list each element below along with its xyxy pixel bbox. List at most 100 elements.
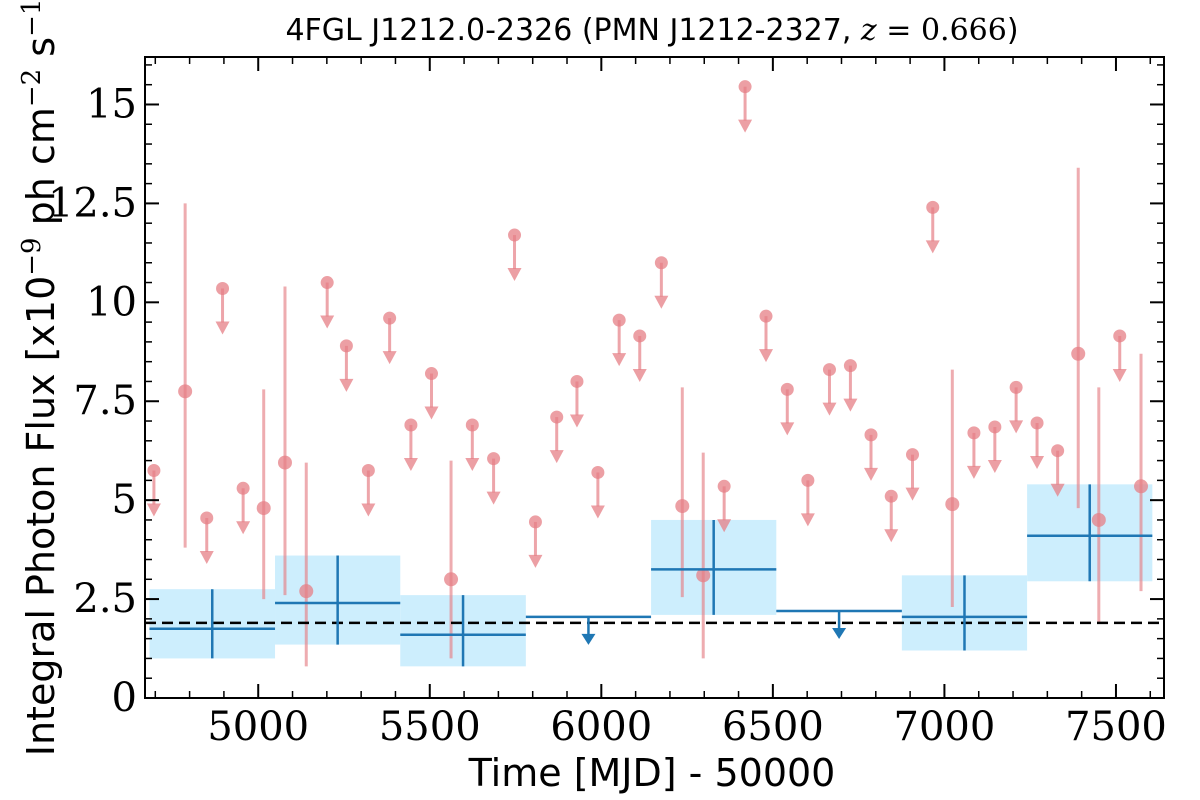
monthly-upper-limit-point [884, 489, 898, 503]
monthly-upper-limit-arrowhead [569, 414, 584, 428]
monthly-upper-limit-point [508, 228, 522, 242]
monthly-upper-limit-point [147, 463, 161, 477]
monthly-upper-limit-arrowhead [987, 459, 1002, 473]
monthly-flux-point [444, 572, 459, 587]
monthly-upper-limit-point [320, 276, 334, 290]
monthly-upper-limit-arrowhead [236, 521, 251, 535]
monthly-upper-limit-arrowhead [780, 422, 795, 436]
monthly-upper-limit-arrowhead [905, 487, 920, 501]
chart-title-math-var: z [860, 13, 877, 48]
monthly-upper-limit-arrowhead [486, 491, 501, 505]
monthly-upper-limit-arrowhead [966, 465, 981, 479]
monthly-upper-limit-point [654, 256, 668, 270]
monthly-upper-limit-point [967, 426, 981, 440]
monthly-upper-limit-arrowhead [863, 467, 878, 481]
monthly-flux-point [277, 455, 292, 470]
monthly-flux-point [945, 497, 960, 512]
yearly-upper-limit-arrowhead [581, 633, 596, 645]
monthly-upper-limit-arrowhead [199, 550, 214, 564]
monthly-upper-limit-arrowhead [382, 351, 397, 365]
monthly-upper-limit-arrowhead [800, 513, 815, 527]
monthly-upper-limit-arrowhead [1030, 456, 1045, 470]
monthly-upper-limit-arrowhead [632, 368, 647, 382]
monthly-upper-limit-point [759, 309, 773, 323]
monthly-upper-limit-arrowhead [717, 519, 732, 533]
monthly-upper-limit-arrowhead [612, 353, 627, 367]
monthly-upper-limit-point [988, 420, 1002, 434]
monthly-upper-limit-point [738, 80, 752, 94]
monthly-flux-point [256, 501, 271, 516]
y-axis-title-middle: ph cm [19, 107, 63, 237]
monthly-upper-limit-arrowhead [465, 457, 480, 471]
monthly-upper-limit-point [404, 418, 418, 432]
x-axis-title: Time [MJD] - 50000 [468, 751, 836, 795]
monthly-upper-limit-arrowhead [339, 378, 354, 392]
monthly-upper-limit-point [383, 311, 397, 325]
monthly-flux-point [675, 499, 690, 514]
y-axis-title-middle2: s [19, 37, 63, 69]
monthly-upper-limit-point [424, 367, 438, 381]
monthly-upper-limit-point [801, 473, 815, 487]
monthly-upper-limit-arrowhead [215, 321, 230, 335]
x-tick-label: 6500 [722, 704, 824, 750]
monthly-upper-limit-arrowhead [424, 406, 439, 420]
chart-title-math-rest: = 0.666 [877, 13, 1007, 48]
y-tick-label: 12.5 [48, 180, 137, 226]
monthly-upper-limit-point [570, 374, 584, 388]
monthly-upper-limit-arrowhead [654, 295, 669, 309]
monthly-upper-limit-arrowhead [361, 503, 376, 517]
y-tick-label: 0 [112, 675, 137, 721]
chart-title-prefix: 4FGL J1212.0-2326 (PMN J1212-2327, [285, 13, 860, 48]
monthly-upper-limit-point [339, 339, 353, 353]
monthly-upper-limit-point [528, 515, 542, 529]
monthly-upper-limit-point [1030, 416, 1044, 430]
monthly-upper-limit-point [906, 448, 920, 462]
monthly-upper-limit-arrowhead [590, 505, 605, 519]
monthly-flux-point [299, 584, 314, 599]
y-axis-title-exp: −9 [17, 237, 47, 275]
y-axis-title-prefix: Integral Photon Flux [x10 [19, 276, 63, 757]
monthly-upper-limit-point [361, 463, 375, 477]
monthly-upper-limit-arrowhead [738, 119, 753, 133]
plot-content [145, 80, 1164, 667]
y-tick-label: 15 [86, 81, 137, 127]
monthly-upper-limit-point [200, 511, 214, 525]
monthly-upper-limit-point [822, 363, 836, 377]
monthly-upper-limit-point [1113, 329, 1127, 343]
monthly-upper-limit-arrowhead [925, 240, 940, 254]
monthly-upper-limit-point [843, 359, 857, 373]
monthly-flux-point [1134, 479, 1149, 494]
monthly-upper-limit-point [487, 452, 501, 466]
monthly-upper-limit-arrowhead [549, 450, 564, 464]
x-tick-label: 7500 [1065, 704, 1167, 750]
monthly-upper-limit-point [780, 382, 794, 396]
monthly-upper-limit-arrowhead [1112, 368, 1127, 382]
monthly-upper-limit-arrowhead [528, 554, 543, 568]
y-axis-title-exp3: −1 [17, 0, 47, 37]
monthly-upper-limit-point [1009, 380, 1023, 394]
monthly-upper-limit-point [864, 428, 878, 442]
chart-title-suffix: ) [1007, 13, 1019, 48]
monthly-upper-limit-point [612, 313, 626, 327]
monthly-upper-limit-arrowhead [146, 503, 161, 517]
monthly-upper-limit-arrowhead [884, 529, 899, 543]
monthly-flux-point [696, 568, 711, 583]
y-tick-label: 10 [86, 279, 137, 325]
plot-frame [144, 56, 1165, 699]
y-axis-title-exp2: −2 [17, 69, 47, 107]
monthly-flux-point [1071, 346, 1086, 361]
monthly-upper-limit-arrowhead [843, 398, 858, 412]
monthly-upper-limit-point [465, 418, 479, 432]
monthly-flux-point [178, 384, 193, 399]
monthly-upper-limit-arrowhead [403, 457, 418, 471]
y-tick-label: 2.5 [73, 576, 137, 622]
x-tick-label: 5500 [379, 704, 481, 750]
y-tick-label: 5 [112, 477, 137, 523]
chart-title: 4FGL J1212.0-2326 (PMN J1212-2327, z = 0… [285, 13, 1018, 48]
x-tick-label: 6000 [550, 704, 652, 750]
monthly-upper-limit-arrowhead [822, 402, 837, 416]
monthly-upper-limit-point [550, 410, 564, 424]
y-axis-title: Integral Photon Flux [x10−9 ph cm−2 s−1] [17, 0, 63, 756]
monthly-upper-limit-arrowhead [320, 315, 335, 329]
